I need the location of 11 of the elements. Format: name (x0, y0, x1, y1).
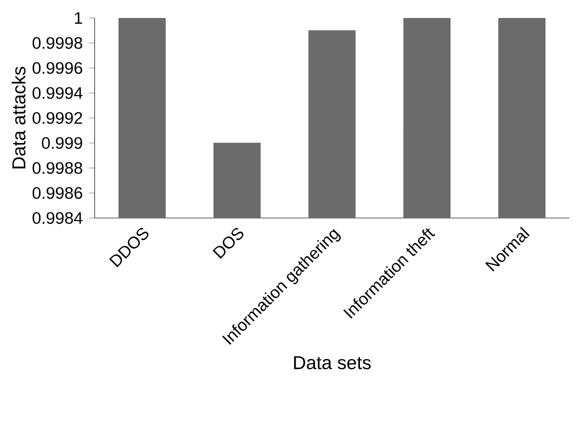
y-axis-title: Data attacks (12, 66, 26, 168)
y-tick-label: 0.9996 (32, 62, 82, 74)
y-tick-label: 0.9998 (32, 37, 82, 49)
y-tick-label: 1 (74, 12, 82, 24)
y-tick-label: 0.9986 (32, 187, 82, 199)
y-tick-label: 0.999 (42, 137, 82, 149)
y-tick-label: 0.9994 (32, 87, 82, 99)
y-tick-label: 0.9988 (32, 162, 82, 174)
y-tick-label: 0.9984 (32, 212, 82, 224)
x-axis-title: Data sets (294, 356, 371, 370)
y-tick-label: 0.9992 (32, 112, 82, 124)
